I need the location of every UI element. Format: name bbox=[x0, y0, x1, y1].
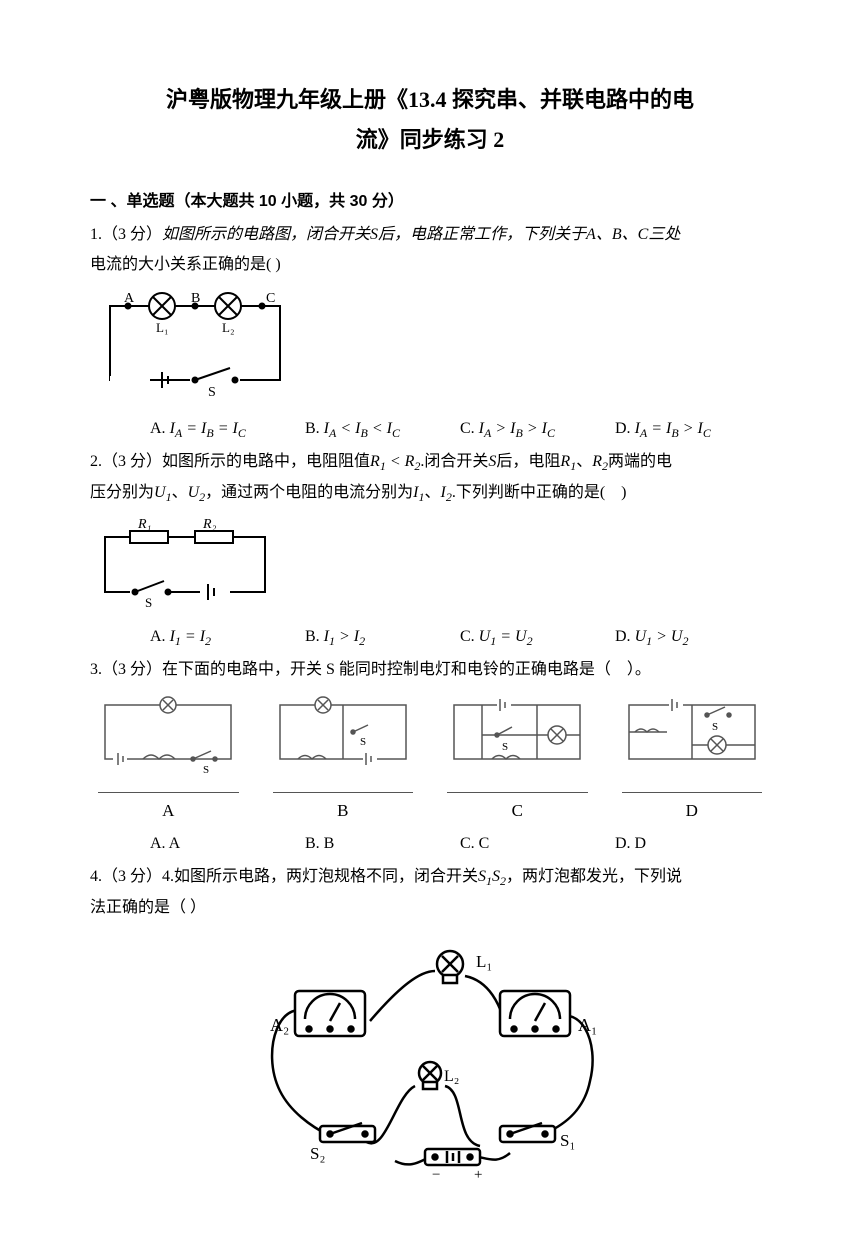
q4-diagram: A₂ A₁ L₁ L₂ S₂ S₁ − + bbox=[90, 931, 770, 1192]
q3-opt-b: B. B bbox=[305, 829, 460, 859]
q2-line1: 2.（3 分）如图所示的电路中，电阻阻值R1 < R2.闭合开关S后，电阻R1、… bbox=[90, 447, 770, 478]
q3-cap-D: D bbox=[614, 795, 771, 827]
q2-options: A. I1 = I2 B. I1 > I2 C. U1 = U2 D. U1 >… bbox=[90, 622, 770, 653]
question-2: 2.（3 分）如图所示的电路中，电阻阻值R1 < R2.闭合开关S后，电阻R1、… bbox=[90, 447, 770, 618]
q4-prefix: 4.（3 分） bbox=[90, 868, 162, 885]
q2-opt-a: A. I1 = I2 bbox=[150, 622, 305, 653]
q3-dia-A: S A bbox=[90, 695, 247, 827]
q2-line2: 压分别为U1、U2，通过两个电阻的电流分别为I1、I2.下列判断中正确的是( ) bbox=[90, 478, 770, 509]
q1-opt-b: B. IA < IB < IC bbox=[305, 414, 460, 445]
q2-diagram: R₁ R₂ S bbox=[90, 517, 770, 618]
q1-line2: 电流的大小关系正确的是( ) bbox=[90, 250, 770, 280]
q4-label-L2: L₂ bbox=[444, 1068, 459, 1085]
svg-text:S: S bbox=[712, 721, 718, 733]
q1-diagram: A B C L₁ L₂ S bbox=[90, 288, 770, 409]
q4-label-A2: A₂ bbox=[270, 1015, 289, 1035]
q1-opt-c: C. IA > IB > IC bbox=[460, 414, 615, 445]
q3-text: 3.（3 分）在下面的电路中，开关 S 能同时控制电灯和电铃的正确电路是（ ）。 bbox=[90, 655, 770, 685]
q3-options: A. A B. B C. C D. D bbox=[90, 829, 770, 859]
q1-opt-d: D. IA = IB > IC bbox=[615, 414, 770, 445]
q2-prefix: 2.（3 分） bbox=[90, 453, 162, 470]
q3-dia-B: S B bbox=[265, 695, 422, 827]
doc-title: 沪粤版物理九年级上册《13.4 探究串、并联电路中的电 流》同步练习 2 bbox=[90, 80, 770, 159]
q3-cap-A: A bbox=[90, 795, 247, 827]
q1-label-S: S bbox=[208, 385, 216, 398]
q4-label-plus: + bbox=[474, 1167, 482, 1181]
q3-dia-C: S C bbox=[439, 695, 596, 827]
title-line-1: 沪粤版物理九年级上册《13.4 探究串、并联电路中的电 bbox=[166, 87, 694, 112]
q1-line1: 1.（3 分）如图所示的电路图，闭合开关S后，电路正常工作，下列关于A、B、C三… bbox=[90, 220, 770, 250]
q2-opt-c: C. U1 = U2 bbox=[460, 622, 615, 653]
q3-prefix: 3.（3 分） bbox=[90, 661, 162, 678]
q2-label-R2: R₂ bbox=[202, 517, 217, 532]
q1-label-A: A bbox=[124, 291, 135, 306]
q4-label-S1: S₁ bbox=[560, 1131, 575, 1150]
q2-label-S: S bbox=[145, 595, 152, 607]
q4-line1: 4.（3 分）4.如图所示电路，两灯泡规格不同，闭合开关S1S2，两灯泡都发光，… bbox=[90, 862, 770, 893]
q3-cap-C: C bbox=[439, 795, 596, 827]
question-4: 4.（3 分）4.如图所示电路，两灯泡规格不同，闭合开关S1S2，两灯泡都发光，… bbox=[90, 862, 770, 1193]
q1-label-L1: L₁ bbox=[156, 320, 168, 335]
q2-opt-d: D. U1 > U2 bbox=[615, 622, 770, 653]
title-line-2: 流》同步练习 2 bbox=[356, 127, 505, 152]
q4-label-A1: A₁ bbox=[578, 1015, 597, 1035]
section-header: 一 、单选题（本大题共 10 小题，共 30 分） bbox=[90, 187, 770, 217]
q3-body: 在下面的电路中，开关 S 能同时控制电灯和电铃的正确电路是（ ）。 bbox=[162, 661, 651, 678]
q1-options: A. IA = IB = IC B. IA < IB < IC C. IA > … bbox=[90, 414, 770, 445]
q3-cap-B: B bbox=[265, 795, 422, 827]
q4-label-L1: L₁ bbox=[476, 952, 492, 971]
svg-text:S: S bbox=[360, 736, 366, 748]
q1-opt-a: A. IA = IB = IC bbox=[150, 414, 305, 445]
q3-diagrams: S A S B bbox=[90, 695, 770, 827]
svg-text:S: S bbox=[203, 764, 209, 776]
q3-dia-D: S D bbox=[614, 695, 771, 827]
q4-line2: 法正确的是（ ） bbox=[90, 893, 770, 923]
q4-label-S2: S₂ bbox=[310, 1144, 325, 1163]
q2-opt-b: B. I1 > I2 bbox=[305, 622, 460, 653]
q3-opt-d: D. D bbox=[615, 829, 770, 859]
q1-label-C: C bbox=[266, 291, 275, 306]
question-3: 3.（3 分）在下面的电路中，开关 S 能同时控制电灯和电铃的正确电路是（ ）。… bbox=[90, 655, 770, 827]
q3-opt-a: A. A bbox=[150, 829, 305, 859]
q4-label-minus: − bbox=[432, 1167, 440, 1181]
q1-label-B: B bbox=[191, 291, 200, 306]
question-1: 1.（3 分）如图所示的电路图，闭合开关S后，电路正常工作，下列关于A、B、C三… bbox=[90, 220, 770, 410]
q3-opt-c: C. C bbox=[460, 829, 615, 859]
q2-label-R1: R₁ bbox=[137, 517, 151, 532]
q1-prefix: 1.（3 分） bbox=[90, 226, 162, 243]
q1-label-L2: L₂ bbox=[222, 320, 234, 335]
svg-text:S: S bbox=[502, 741, 508, 753]
